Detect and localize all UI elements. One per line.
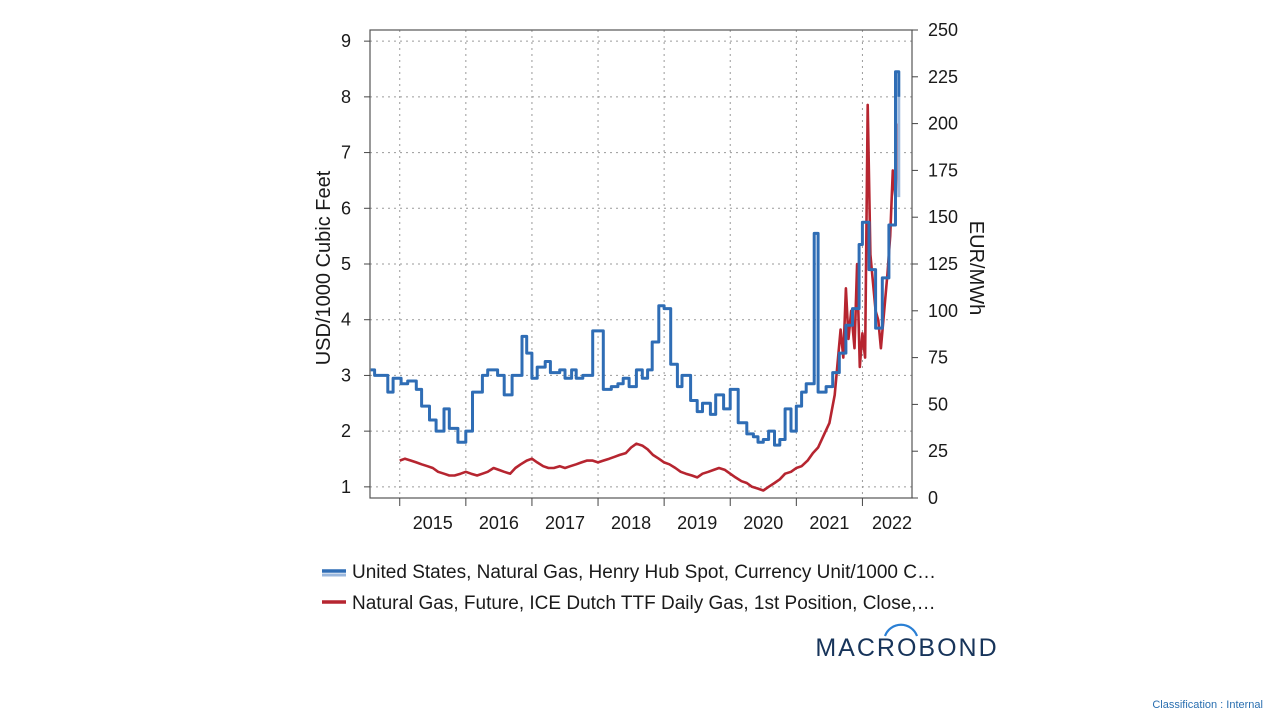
y-right-tick-label: 25 — [928, 441, 948, 461]
series-line-ttf — [399, 103, 900, 492]
y-right-tick-label: 175 — [928, 160, 958, 180]
x-axis: 2015 2016 2017 2018 2019 2020 2021 2022 — [399, 498, 912, 533]
x-tick-label: 2021 — [809, 513, 849, 533]
logo-arc — [883, 623, 919, 637]
x-tick-label: 2016 — [479, 513, 519, 533]
x-tick-label: 2020 — [743, 513, 783, 533]
x-tick-label: 2017 — [545, 513, 585, 533]
legend-label-ttf: Natural Gas, Future, ICE Dutch TTF Daily… — [352, 593, 936, 614]
y-left-tick-label: 9 — [341, 31, 351, 51]
y-left-tick-label: 1 — [341, 477, 351, 497]
legend: United States, Natural Gas, Henry Hub Sp… — [322, 562, 936, 614]
y-right-tick-label: 75 — [928, 348, 948, 368]
y-left-tick-label: 2 — [341, 421, 351, 441]
y-axis-left: 1 2 3 4 5 6 7 8 9 — [341, 31, 370, 497]
grid-lines — [370, 30, 912, 498]
y-right-tick-label: 125 — [928, 254, 958, 274]
y-left-tick-label: 6 — [341, 198, 351, 218]
series-layer — [370, 70, 901, 492]
y-left-tick-label: 4 — [341, 310, 351, 330]
y-axis-left-label: USD/1000 Cubic Feet — [313, 170, 335, 365]
y-right-tick-label: 150 — [928, 207, 958, 227]
x-tick-label: 2019 — [677, 513, 717, 533]
y-axis-right: 0 25 50 75 100 125 150 175 200 225 250 — [912, 20, 958, 508]
series-line-henry-hub — [370, 70, 901, 447]
y-right-tick-label: 0 — [928, 488, 938, 508]
y-right-tick-label: 250 — [928, 20, 958, 40]
legend-label-henry-hub: United States, Natural Gas, Henry Hub Sp… — [352, 562, 936, 583]
y-right-tick-label: 200 — [928, 114, 958, 134]
x-tick-label: 2015 — [413, 513, 453, 533]
classification-label: Classification : Internal — [1152, 699, 1263, 711]
x-tick-label: 2018 — [611, 513, 651, 533]
macrobond-logo: MACROBOND — [815, 623, 998, 662]
x-tick-label: 2022 — [872, 513, 912, 533]
y-right-tick-label: 50 — [928, 394, 948, 414]
y-left-tick-label: 3 — [341, 365, 351, 385]
y-right-tick-label: 225 — [928, 67, 958, 87]
y-left-tick-label: 5 — [341, 254, 351, 274]
y-right-tick-label: 100 — [928, 301, 958, 321]
y-left-tick-label: 7 — [341, 143, 351, 163]
y-axis-right-label: EUR/MWh — [965, 221, 987, 315]
y-left-tick-label: 8 — [341, 87, 351, 107]
logo-text: MACROBOND — [815, 634, 998, 662]
